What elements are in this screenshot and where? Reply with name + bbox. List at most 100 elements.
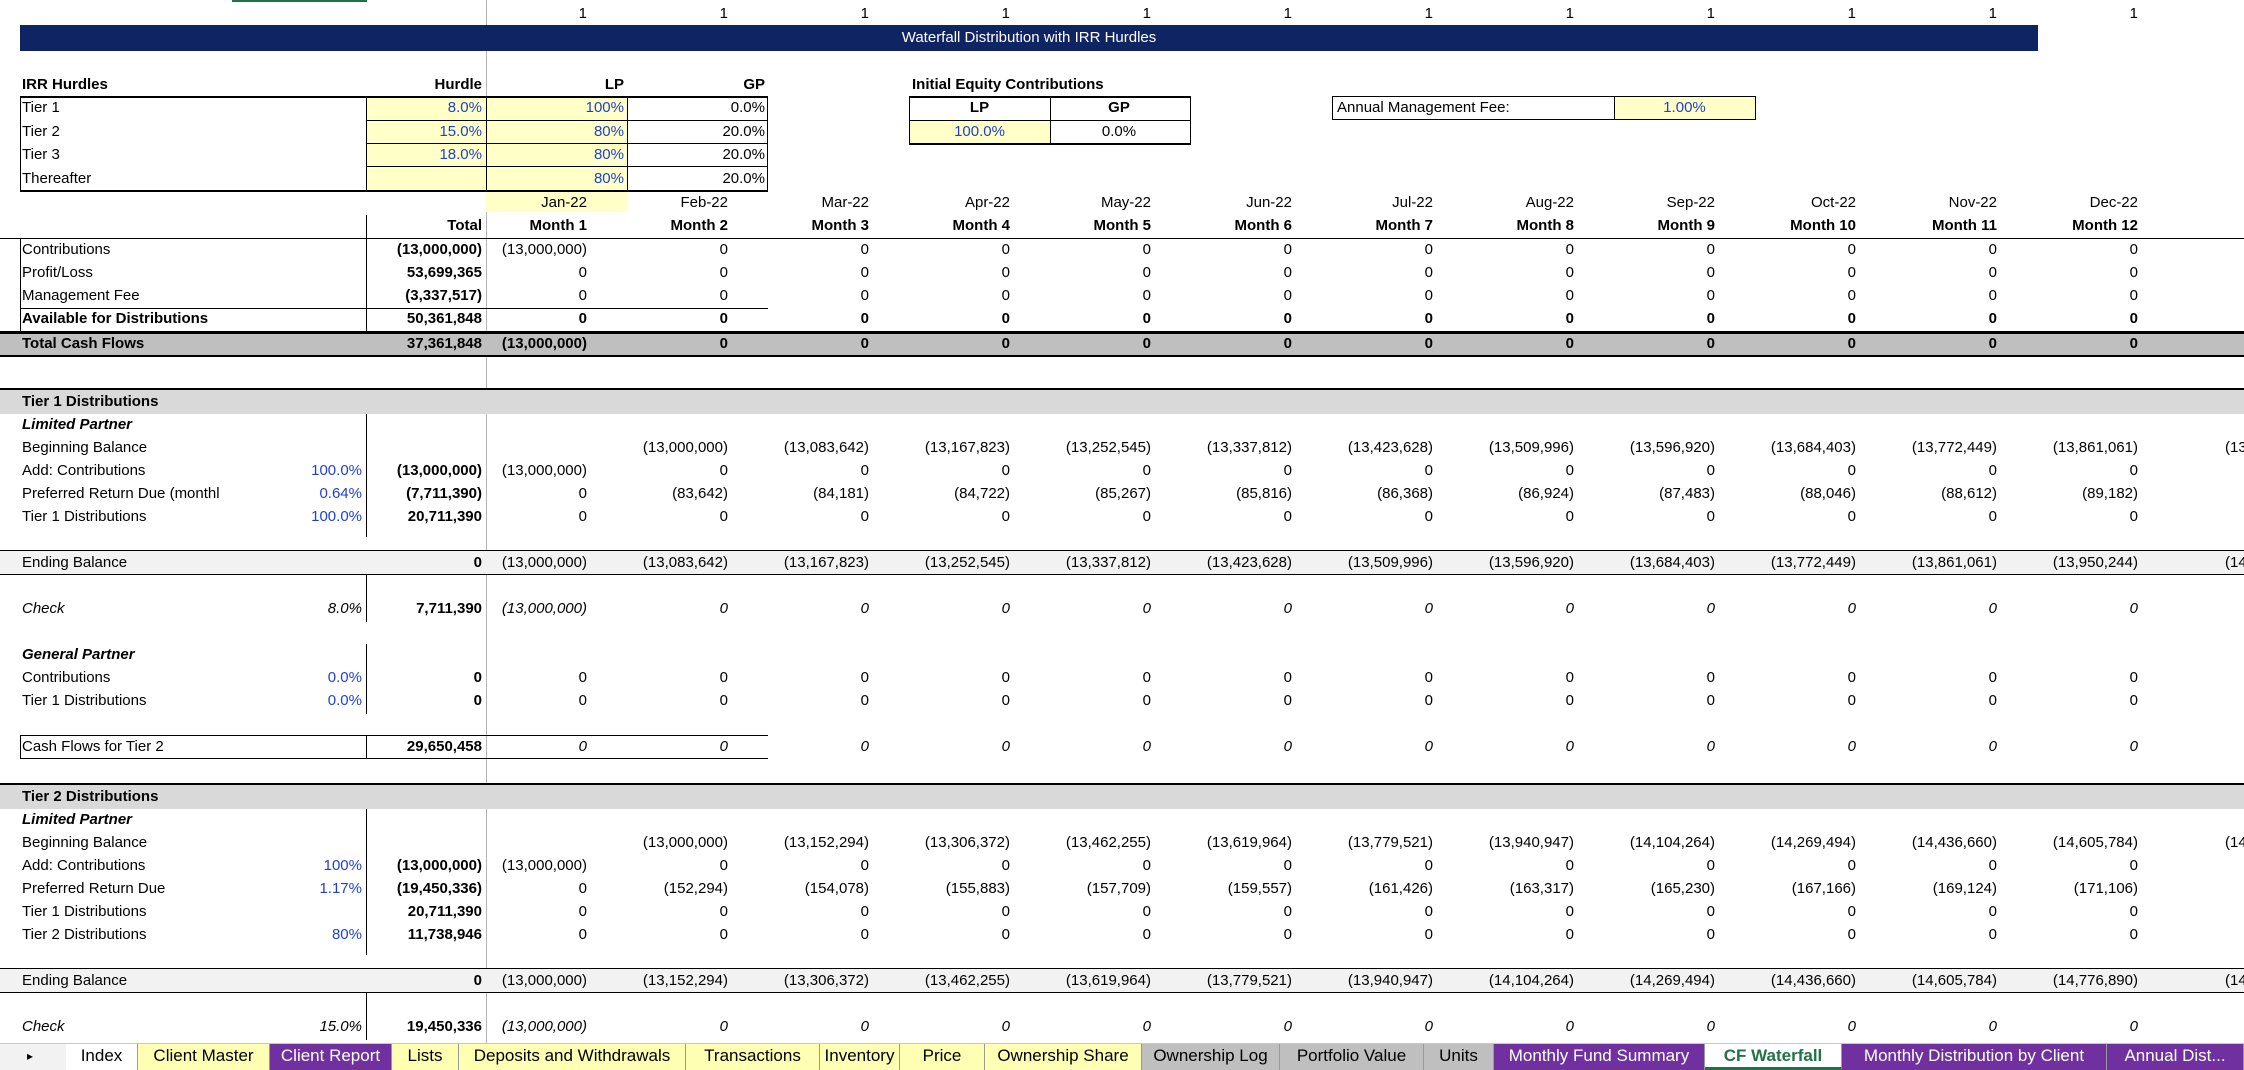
- ending-balance-value[interactable]: (13,152,294): [642, 972, 728, 989]
- tier-row-value[interactable]: 0: [578, 926, 587, 943]
- cash-flow-value[interactable]: 0: [1847, 241, 1856, 258]
- ending-balance-value[interactable]: (13,423,628): [1206, 554, 1292, 571]
- period-month[interactable]: Month 2: [670, 217, 729, 234]
- tier-row-total[interactable]: 20,711,390: [407, 903, 482, 920]
- tier-row-value[interactable]: 0: [1001, 903, 1010, 920]
- cash-flows-next-tier-value[interactable]: 0: [1142, 738, 1151, 755]
- tier-row-value[interactable]: (84,722): [954, 485, 1010, 502]
- tier-row-value[interactable]: (13,596,920): [1629, 439, 1715, 456]
- cash-flow-value[interactable]: 0: [1283, 264, 1292, 281]
- period-month[interactable]: Month 5: [1093, 217, 1152, 234]
- cash-flow-value[interactable]: 0: [1706, 335, 1715, 352]
- cash-flow-value[interactable]: 0: [1706, 264, 1715, 281]
- sheet-tab-client-master[interactable]: Client Master: [138, 1044, 270, 1070]
- check-value[interactable]: 0: [1847, 1018, 1856, 1035]
- check-total[interactable]: 19,450,336: [406, 1018, 482, 1035]
- cash-flows-next-tier-value[interactable]: 0: [1424, 738, 1433, 755]
- cash-flow-value[interactable]: 0: [1988, 287, 1997, 304]
- header-one-value[interactable]: 1: [2129, 5, 2138, 22]
- tier-row-value[interactable]: 0: [578, 903, 587, 920]
- spreadsheet-grid[interactable]: 1 1 1 1 1 1 1 1 1 1 1 1 Waterfall Distribution with …: [0, 0, 2244, 1043]
- ending-balance-value[interactable]: (14,436,660): [1770, 972, 1856, 989]
- cash-flow-row-label[interactable]: Management Fee: [22, 287, 140, 304]
- tier-row-value[interactable]: 0: [1847, 857, 1856, 874]
- cash-flow-value[interactable]: 0: [578, 287, 587, 304]
- check-pct[interactable]: 15.0%: [319, 1018, 362, 1035]
- tier-row-label[interactable]: Add: Contributions: [22, 462, 146, 479]
- ending-balance-value[interactable]: (13,000,000): [501, 972, 587, 989]
- ending-balance-value[interactable]: (13,167,823): [783, 554, 869, 571]
- tier-row-pct[interactable]: 80%: [331, 926, 362, 943]
- cash-flow-value[interactable]: 0: [1001, 310, 1010, 327]
- gp-row-value[interactable]: 0: [1847, 692, 1856, 709]
- header-one-value[interactable]: 1: [1283, 5, 1292, 22]
- tier-row-value[interactable]: (171,106): [2073, 880, 2138, 897]
- cash-flow-value[interactable]: 0: [1847, 310, 1856, 327]
- period-date[interactable]: Feb-22: [680, 194, 728, 211]
- tier-row-value[interactable]: 0: [1988, 508, 1997, 525]
- tier-row-value[interactable]: 0: [2129, 462, 2138, 479]
- tier-row-value[interactable]: (155,883): [945, 880, 1010, 897]
- check-value[interactable]: 0: [719, 1018, 728, 1035]
- tier-row-pct[interactable]: [190, 901, 362, 923]
- tier-row-value[interactable]: 0: [1424, 926, 1433, 943]
- tier-row-value[interactable]: 0: [1565, 857, 1574, 874]
- sheet-tab-portfolio-value[interactable]: Portfolio Value: [1280, 1044, 1424, 1070]
- check-label[interactable]: Check: [22, 600, 65, 617]
- tier-row-value[interactable]: 0: [1283, 857, 1292, 874]
- hurdle-col-header[interactable]: Hurdle: [434, 76, 482, 93]
- cash-flow-value[interactable]: 0: [719, 264, 728, 281]
- cash-flow-value[interactable]: 0: [2129, 335, 2138, 352]
- gp-row-value[interactable]: 0: [1424, 669, 1433, 686]
- tier-row-value[interactable]: 0: [1001, 857, 1010, 874]
- tier-row-value[interactable]: 0: [1565, 903, 1574, 920]
- cash-flows-next-tier-value[interactable]: 0: [1847, 738, 1856, 755]
- hurdle-tier-label[interactable]: Thereafter: [22, 169, 92, 187]
- check-value[interactable]: 0: [1988, 600, 1997, 617]
- gp-row-total[interactable]: 0: [473, 692, 482, 709]
- cash-flow-value[interactable]: 0: [2129, 310, 2138, 327]
- cash-flow-value[interactable]: 0: [1565, 287, 1574, 304]
- tier-row-value[interactable]: 0: [1847, 462, 1856, 479]
- ending-balance-value[interactable]: (13,306,372): [783, 972, 869, 989]
- check-value[interactable]: (13,000,000): [501, 600, 587, 617]
- cash-flows-next-tier-value[interactable]: 0: [2129, 738, 2138, 755]
- tier-row-pct[interactable]: 100.0%: [311, 508, 362, 525]
- cash-flows-next-tier-value[interactable]: 0: [1706, 738, 1715, 755]
- title-banner-text[interactable]: Waterfall Distribution with IRR Hurdles: [901, 29, 1157, 46]
- check-pct[interactable]: 8.0%: [327, 600, 362, 617]
- tier-row-value[interactable]: 0: [1142, 903, 1151, 920]
- gp-row-pct[interactable]: 0.0%: [327, 669, 362, 686]
- sheet-tab-monthly-fund-summary[interactable]: Monthly Fund Summary: [1494, 1044, 1705, 1070]
- period-month[interactable]: Month 1: [529, 217, 588, 234]
- cash-flow-value[interactable]: 0: [1706, 287, 1715, 304]
- sheet-tab-annual-dist[interactable]: Annual Dist...: [2107, 1044, 2244, 1070]
- tier-row-value[interactable]: (13,423,628): [1347, 439, 1433, 456]
- cash-flow-value[interactable]: 0: [1565, 310, 1574, 327]
- cash-flow-value[interactable]: 0: [2129, 287, 2138, 304]
- gp-row-value[interactable]: 0: [1706, 669, 1715, 686]
- check-value[interactable]: 0: [1142, 600, 1151, 617]
- tier-row-value[interactable]: 0: [2129, 857, 2138, 874]
- sheet-tab-index[interactable]: Index: [66, 1044, 138, 1070]
- header-one-value[interactable]: 1: [719, 5, 728, 22]
- tier-row-value[interactable]: 0: [860, 903, 869, 920]
- tier-row-label[interactable]: Preferred Return Due: [22, 880, 166, 897]
- cash-flow-value[interactable]: 0: [719, 287, 728, 304]
- header-one-value[interactable]: 1: [1565, 5, 1574, 22]
- cash-flow-value[interactable]: 0: [1706, 241, 1715, 258]
- tier-row-value[interactable]: (14,269,494): [1770, 834, 1856, 851]
- tier-row-value[interactable]: 0: [1142, 462, 1151, 479]
- gp-row-value[interactable]: 0: [1565, 692, 1574, 709]
- equity-lp-value[interactable]: 100.0%: [954, 123, 1005, 140]
- cash-flow-total[interactable]: (13,000,000): [396, 241, 482, 258]
- tier-row-value[interactable]: (13,779,521): [1347, 834, 1433, 851]
- tier-row-value[interactable]: (86,368): [1377, 485, 1433, 502]
- ending-balance-value[interactable]: (13,596,920): [1488, 554, 1574, 571]
- cash-flow-value[interactable]: 0: [2129, 241, 2138, 258]
- ending-balance-value[interactable]: (13,861,061): [1911, 554, 1997, 571]
- cutoff-value[interactable]: (14: [2225, 834, 2244, 851]
- period-date[interactable]: Jul-22: [1392, 194, 1433, 211]
- gp-row-value[interactable]: 0: [860, 692, 869, 709]
- gp-row-value[interactable]: 0: [1283, 692, 1292, 709]
